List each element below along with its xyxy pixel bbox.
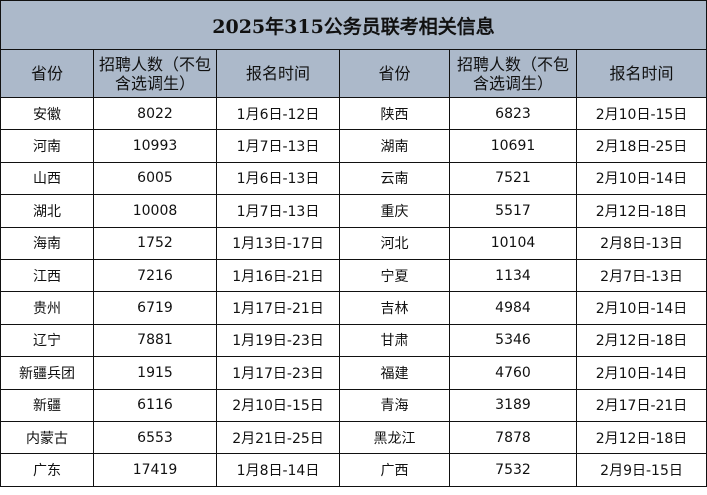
province-cell: 新疆兵团 bbox=[0, 356, 94, 390]
province-cell: 河南 bbox=[0, 129, 94, 163]
registration-time-cell: 1月17日-21日 bbox=[216, 291, 340, 325]
table-row: 河南 10993 1月7日-13日 湖南 10691 2月18日-25日 bbox=[0, 129, 707, 163]
recruit-count-cell: 5517 bbox=[449, 194, 577, 228]
recruit-count-cell: 6823 bbox=[449, 96, 577, 131]
registration-time-cell: 2月12日-18日 bbox=[575, 194, 707, 228]
recruit-count-cell: 10993 bbox=[93, 129, 217, 163]
registration-time-cell: 2月7日-13日 bbox=[575, 258, 707, 293]
province-cell: 内蒙古 bbox=[0, 420, 94, 455]
registration-time-cell: 2月9日-15日 bbox=[575, 453, 707, 487]
table-row: 贵州 6719 1月17日-21日 吉林 4984 2月10日-14日 bbox=[0, 291, 707, 325]
recruit-count-cell: 6553 bbox=[93, 420, 217, 455]
recruit-count-cell: 17419 bbox=[93, 453, 217, 487]
table-row: 新疆 6116 2月10日-15日 青海 3189 2月17日-21日 bbox=[0, 388, 707, 422]
province-cell: 黑龙江 bbox=[339, 420, 450, 455]
registration-time-cell: 2月12日-18日 bbox=[575, 420, 707, 455]
recruit-count-cell: 3189 bbox=[449, 388, 577, 422]
province-cell: 江西 bbox=[0, 258, 94, 293]
province-cell: 山西 bbox=[0, 161, 94, 196]
registration-time-cell: 2月10日-14日 bbox=[575, 291, 707, 325]
table-row: 辽宁 7881 1月19日-23日 甘肃 5346 2月12日-18日 bbox=[0, 323, 707, 358]
province-cell: 云南 bbox=[339, 161, 450, 196]
recruit-count-cell: 1752 bbox=[93, 226, 217, 260]
province-cell: 湖北 bbox=[0, 194, 94, 228]
table-row: 内蒙古 6553 2月21日-25日 黑龙江 7878 2月12日-18日 bbox=[0, 420, 707, 455]
province-cell: 福建 bbox=[339, 356, 450, 390]
header-province: 省份 bbox=[0, 49, 94, 98]
header-province-2: 省份 bbox=[339, 49, 450, 98]
header-registration-time: 报名时间 bbox=[216, 49, 340, 98]
recruit-count-cell: 8022 bbox=[93, 96, 217, 131]
recruit-count-cell: 6005 bbox=[93, 161, 217, 196]
recruit-count-cell: 6719 bbox=[93, 291, 217, 325]
province-cell: 广东 bbox=[0, 453, 94, 487]
recruit-count-cell: 10008 bbox=[93, 194, 217, 228]
registration-time-cell: 1月8日-14日 bbox=[216, 453, 340, 487]
registration-time-cell: 1月16日-21日 bbox=[216, 258, 340, 293]
registration-time-cell: 1月7日-13日 bbox=[216, 194, 340, 228]
table-row: 海南 1752 1月13日-17日 河北 10104 2月8日-13日 bbox=[0, 226, 707, 260]
table-body: 安徽 8022 1月6日-12日 陕西 6823 2月10日-15日 河南 10993 1月7日… bbox=[0, 96, 707, 487]
province-cell: 吉林 bbox=[339, 291, 450, 325]
header-recruit-count-2: 招聘人数（不包含选调生） bbox=[449, 49, 577, 98]
registration-time-cell: 2月10日-15日 bbox=[216, 388, 340, 422]
registration-time-cell: 2月10日-15日 bbox=[575, 96, 707, 131]
table-row: 山西 6005 1月6日-13日 云南 7521 2月10日-14日 bbox=[0, 161, 707, 196]
registration-time-cell: 1月6日-13日 bbox=[216, 161, 340, 196]
registration-time-cell: 2月17日-21日 bbox=[575, 388, 707, 422]
province-cell: 河北 bbox=[339, 226, 450, 260]
recruit-count-cell: 4760 bbox=[449, 356, 577, 390]
registration-time-cell: 2月21日-25日 bbox=[216, 420, 340, 455]
province-cell: 宁夏 bbox=[339, 258, 450, 293]
recruit-count-cell: 7881 bbox=[93, 323, 217, 358]
province-cell: 陕西 bbox=[339, 96, 450, 131]
province-cell: 安徽 bbox=[0, 96, 94, 131]
recruit-count-cell: 6116 bbox=[93, 388, 217, 422]
recruit-count-cell: 5346 bbox=[449, 323, 577, 358]
province-cell: 湖南 bbox=[339, 129, 450, 163]
registration-time-cell: 2月8日-13日 bbox=[575, 226, 707, 260]
recruit-count-cell: 10691 bbox=[449, 129, 577, 163]
registration-time-cell: 2月10日-14日 bbox=[575, 356, 707, 390]
recruit-count-cell: 1134 bbox=[449, 258, 577, 293]
recruit-count-cell: 4984 bbox=[449, 291, 577, 325]
province-cell: 新疆 bbox=[0, 388, 94, 422]
table-row: 新疆兵团 1915 1月17日-23日 福建 4760 2月10日-14日 bbox=[0, 356, 707, 390]
table-row: 安徽 8022 1月6日-12日 陕西 6823 2月10日-15日 bbox=[0, 96, 707, 131]
registration-time-cell: 1月13日-17日 bbox=[216, 226, 340, 260]
province-cell: 广西 bbox=[339, 453, 450, 487]
registration-time-cell: 1月7日-13日 bbox=[216, 129, 340, 163]
registration-time-cell: 1月17日-23日 bbox=[216, 356, 340, 390]
table-row: 湖北 10008 1月7日-13日 重庆 5517 2月12日-18日 bbox=[0, 194, 707, 228]
table-title: 2025年315公务员联考相关信息 bbox=[0, 0, 707, 50]
header-row: 省份 招聘人数（不包含选调生） 报名时间 省份 招聘人数（不包含选调生） 报名时间 bbox=[0, 49, 707, 98]
recruit-count-cell: 7521 bbox=[449, 161, 577, 196]
recruit-count-cell: 7532 bbox=[449, 453, 577, 487]
province-cell: 青海 bbox=[339, 388, 450, 422]
recruit-count-cell: 1915 bbox=[93, 356, 217, 390]
province-cell: 辽宁 bbox=[0, 323, 94, 358]
header-recruit-count: 招聘人数（不包含选调生） bbox=[93, 49, 217, 98]
recruit-count-cell: 7878 bbox=[449, 420, 577, 455]
table-row: 江西 7216 1月16日-21日 宁夏 1134 2月7日-13日 bbox=[0, 258, 707, 293]
province-cell: 甘肃 bbox=[339, 323, 450, 358]
province-cell: 海南 bbox=[0, 226, 94, 260]
recruit-count-cell: 7216 bbox=[93, 258, 217, 293]
header-registration-time-2: 报名时间 bbox=[575, 49, 707, 98]
table-row: 广东 17419 1月8日-14日 广西 7532 2月9日-15日 bbox=[0, 453, 707, 487]
recruit-count-cell: 10104 bbox=[449, 226, 577, 260]
registration-time-cell: 2月12日-18日 bbox=[575, 323, 707, 358]
registration-time-cell: 2月10日-14日 bbox=[575, 161, 707, 196]
province-cell: 贵州 bbox=[0, 291, 94, 325]
registration-time-cell: 1月19日-23日 bbox=[216, 323, 340, 358]
province-cell: 重庆 bbox=[339, 194, 450, 228]
registration-time-cell: 2月18日-25日 bbox=[575, 129, 707, 163]
registration-time-cell: 1月6日-12日 bbox=[216, 96, 340, 131]
